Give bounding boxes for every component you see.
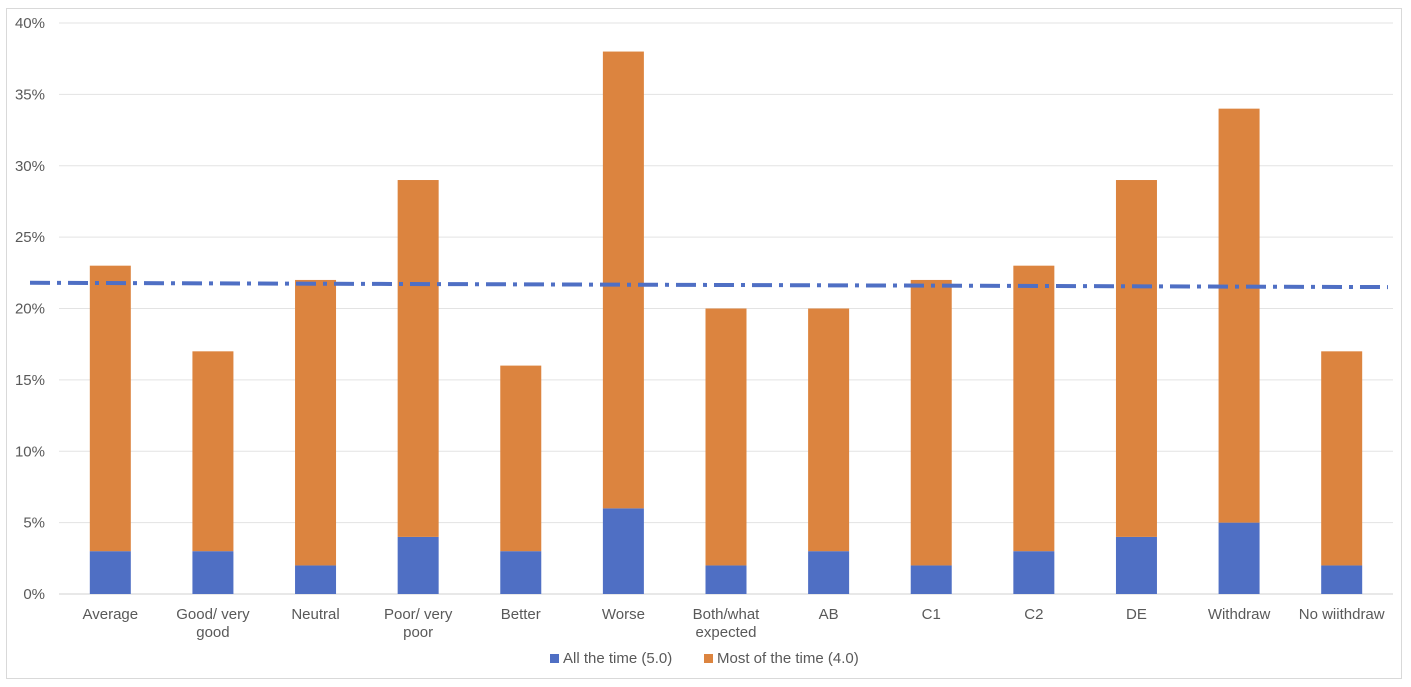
x-tick-label: Both/what expected [693, 606, 761, 641]
y-tick-label: 10% [15, 443, 45, 460]
bar-most-of-the-time [397, 180, 439, 537]
y-tick-label: 15% [15, 372, 45, 389]
bar-most-of-the-time [500, 365, 542, 552]
y-tick-label: 30% [15, 158, 45, 175]
y-tick-label: 20% [15, 301, 45, 318]
bar-most-of-the-time [1013, 265, 1055, 552]
x-tick-label: Withdraw [1208, 606, 1271, 623]
x-tick-label: Poor/ very poor [384, 606, 453, 641]
bar-all-the-time [192, 551, 234, 594]
bar-all-the-time [1218, 522, 1260, 594]
bar-all-the-time [89, 551, 131, 594]
bars [89, 51, 1363, 594]
x-tick-label: C1 [922, 606, 941, 623]
bar-all-the-time [705, 565, 747, 594]
legend-label: Most of the time (4.0) [717, 650, 859, 667]
bar-most-of-the-time [295, 279, 337, 566]
bar-most-of-the-time [910, 279, 952, 566]
bar-all-the-time [910, 565, 952, 594]
gridlines [59, 22, 1393, 595]
x-tick-label: No wiithdraw [1299, 606, 1385, 623]
x-tick-label: Worse [602, 606, 645, 623]
bar-all-the-time [602, 508, 644, 594]
bar-all-the-time [808, 551, 850, 594]
bar-most-of-the-time [705, 308, 747, 566]
x-tick-label: Better [501, 606, 541, 623]
x-tick-label: DE [1126, 606, 1147, 623]
x-tick-label: C2 [1024, 606, 1043, 623]
x-axis-ticks: Average Good/ very good Neutral Poor/ very po… [83, 606, 1385, 641]
trendline [29, 280, 1389, 290]
bar-most-of-the-time [602, 51, 644, 509]
x-tick-label: AB [819, 606, 839, 623]
legend-label: All the time (5.0) [563, 650, 672, 667]
bar-most-of-the-time [1321, 351, 1363, 566]
y-axis-ticks: 0% 5% 10% 15% 20% 25% 30% 35% 40% [15, 15, 45, 603]
bar-all-the-time [1115, 536, 1157, 594]
bar-most-of-the-time [1115, 180, 1157, 537]
y-tick-label: 0% [23, 586, 45, 603]
chart-frame [6, 8, 1402, 679]
legend-swatch [550, 654, 559, 663]
x-tick-label: Neutral [291, 606, 339, 623]
y-tick-label: 40% [15, 15, 45, 32]
y-tick-label: 5% [23, 515, 45, 532]
bar-all-the-time [295, 565, 337, 594]
bar-most-of-the-time [89, 265, 131, 552]
x-tick-label: Good/ very good [176, 606, 250, 641]
legend-swatch [704, 654, 713, 663]
y-tick-label: 25% [15, 229, 45, 246]
bar-all-the-time [1321, 565, 1363, 594]
bar-all-the-time [397, 536, 439, 594]
x-tick-label: Average [83, 606, 139, 623]
bar-most-of-the-time [808, 308, 850, 552]
bar-most-of-the-time [1218, 108, 1260, 523]
trendline-path [29, 280, 1389, 290]
bar-all-the-time [1013, 551, 1055, 594]
legend: All the time (5.0) Most of the time (4.0) [550, 650, 859, 667]
y-tick-label: 35% [15, 86, 45, 103]
bar-all-the-time [500, 551, 542, 594]
bar-most-of-the-time [192, 351, 234, 552]
